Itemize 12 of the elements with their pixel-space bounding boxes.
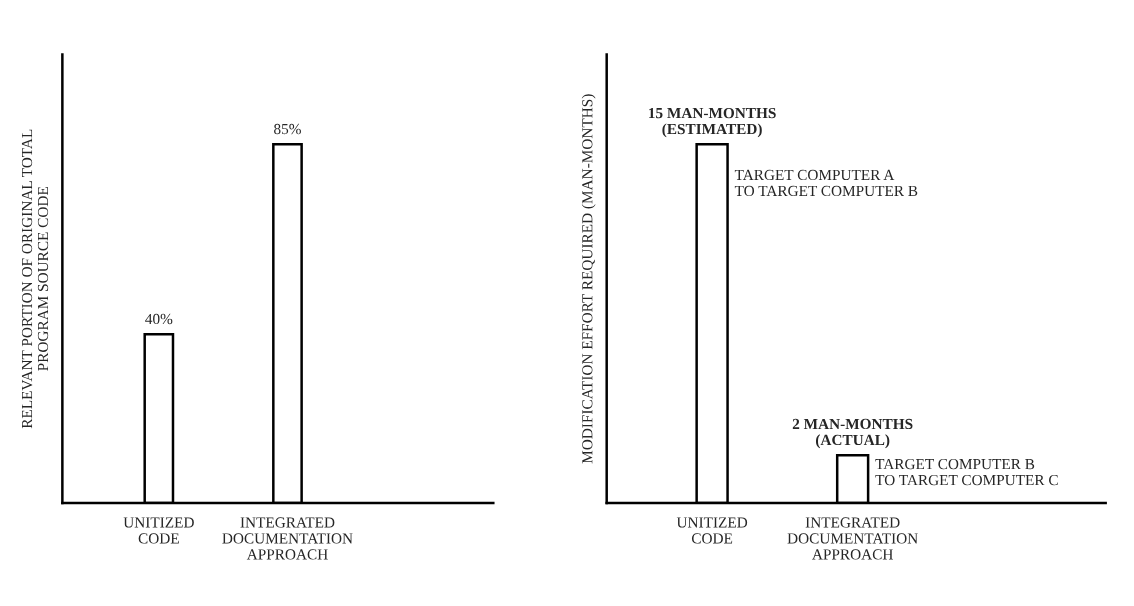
x-tick-label: INTEGRATED DOCUMENTATION APPROACH (222, 517, 353, 560)
x-tick-label: UNITIZED CODE (676, 517, 748, 544)
y-axis-title: RELEVANT PORTION OF ORIGINAL TOTAL PROGRAM SOURCE CODE (21, 129, 49, 429)
x-tick-label: UNITIZED CODE (123, 517, 194, 544)
y-axis-title: MODIFICATION EFFORT REQUIRED (MAN-MONTHS) (581, 94, 596, 464)
x-tick-label: INTEGRATED DOCUMENTATION APPROACH (787, 517, 918, 560)
annotation: TARGET COMPUTER B TO TARGET COMPUTER C (875, 458, 1058, 486)
annotation: TARGET COMPUTER A TO TARGET COMPUTER B (734, 169, 918, 197)
data-label: 2 MAN-MONTHS (ACTUAL) (792, 418, 913, 449)
data-label: 85% (274, 123, 301, 135)
data-label: 40% (145, 313, 173, 325)
data-label: 15 MAN-MONTHS (ESTIMATED) (649, 107, 776, 138)
